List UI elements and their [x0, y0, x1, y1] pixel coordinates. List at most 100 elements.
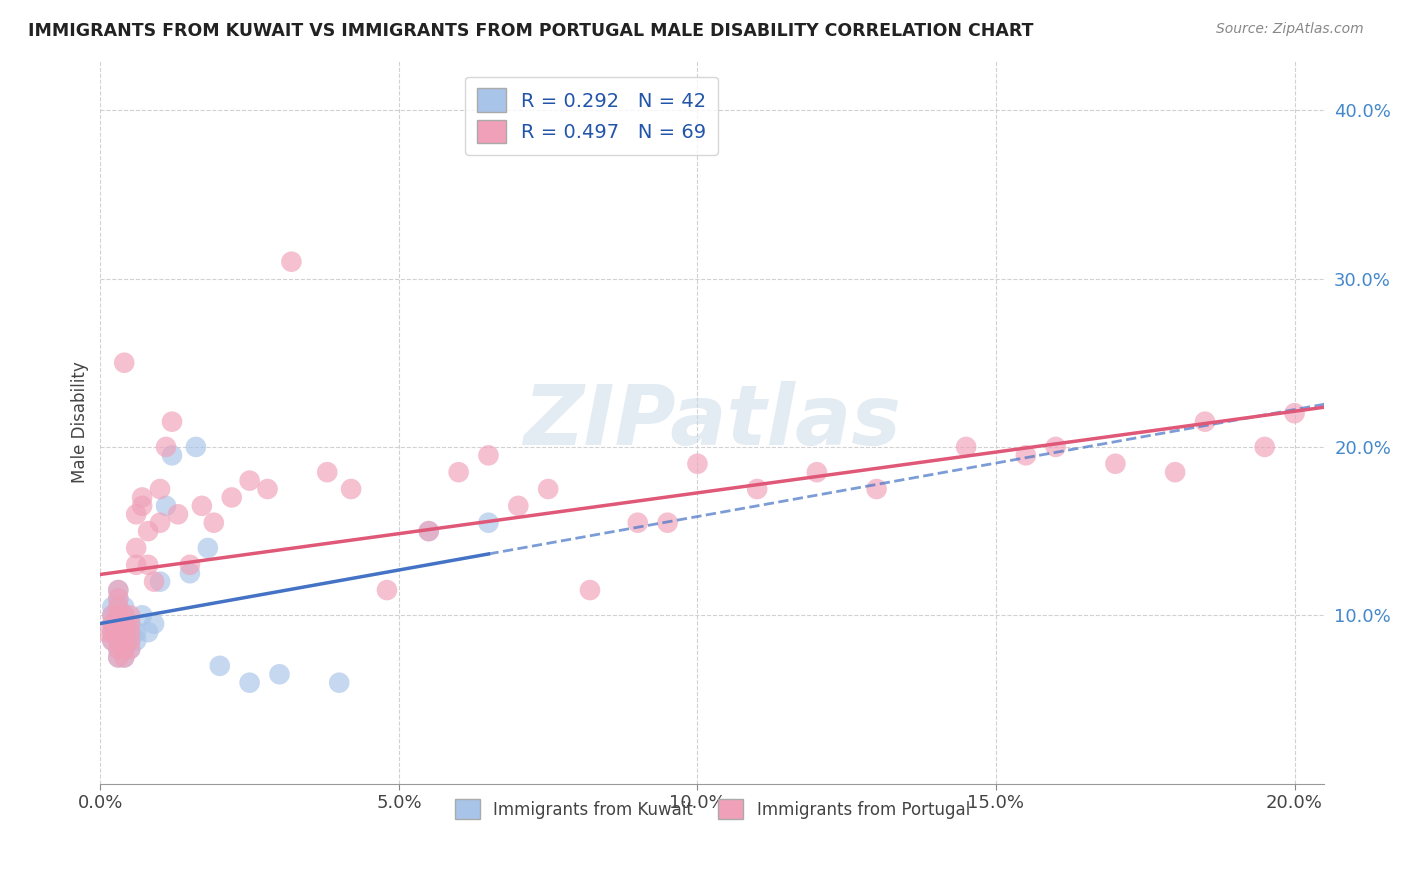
Point [1194, 415, 1216, 429]
Point [418, 524, 440, 538]
Point [101, 608, 124, 623]
Point [269, 667, 291, 681]
Point [508, 499, 530, 513]
Point [120, 633, 142, 648]
Point [328, 675, 350, 690]
Point [143, 574, 166, 589]
Point [136, 558, 159, 572]
Point [112, 650, 135, 665]
Point [107, 633, 129, 648]
Point [155, 440, 177, 454]
Point [101, 625, 124, 640]
Point [239, 675, 262, 690]
Point [101, 633, 124, 648]
Point [806, 465, 828, 479]
Point [112, 616, 135, 631]
Point [112, 625, 135, 640]
Point [101, 608, 124, 623]
Point [112, 608, 135, 623]
Text: ZIPatlas: ZIPatlas [523, 381, 901, 462]
Point [107, 633, 129, 648]
Point [107, 650, 129, 665]
Point [143, 616, 166, 631]
Point [125, 558, 148, 572]
Point [1045, 440, 1067, 454]
Point [112, 642, 135, 657]
Point [120, 616, 142, 631]
Point [112, 633, 135, 648]
Point [107, 591, 129, 606]
Point [477, 448, 499, 462]
Point [191, 499, 214, 513]
Point [149, 516, 172, 530]
Point [149, 482, 172, 496]
Legend: Immigrants from Kuwait, Immigrants from Portugal: Immigrants from Kuwait, Immigrants from … [449, 792, 976, 826]
Point [131, 491, 153, 505]
Point [107, 625, 129, 640]
Point [447, 465, 470, 479]
Point [107, 616, 129, 631]
Point [579, 583, 602, 598]
Point [120, 608, 142, 623]
Point [107, 608, 129, 623]
Point [160, 415, 183, 429]
Point [101, 633, 124, 648]
Point [112, 608, 135, 623]
Point [120, 642, 142, 657]
Point [107, 583, 129, 598]
Point [107, 608, 129, 623]
Point [149, 574, 172, 589]
Point [101, 625, 124, 640]
Point [686, 457, 709, 471]
Point [112, 642, 135, 657]
Point [1284, 406, 1306, 420]
Point [1015, 448, 1038, 462]
Point [197, 541, 219, 555]
Point [120, 625, 142, 640]
Point [107, 642, 129, 657]
Point [627, 516, 650, 530]
Point [280, 254, 302, 268]
Point [208, 658, 231, 673]
Point [112, 356, 135, 370]
Point [112, 633, 135, 648]
Point [112, 650, 135, 665]
Point [418, 524, 440, 538]
Point [107, 625, 129, 640]
Point [131, 499, 153, 513]
Point [112, 599, 135, 614]
Point [112, 616, 135, 631]
Point [316, 465, 339, 479]
Point [107, 591, 129, 606]
Point [101, 616, 124, 631]
Point [107, 642, 129, 657]
Y-axis label: Male Disability: Male Disability [72, 360, 89, 483]
Point [184, 440, 207, 454]
Point [179, 566, 201, 581]
Point [747, 482, 769, 496]
Point [955, 440, 977, 454]
Point [125, 633, 148, 648]
Point [202, 516, 225, 530]
Point [120, 625, 142, 640]
Point [107, 599, 129, 614]
Point [375, 583, 398, 598]
Point [537, 482, 560, 496]
Point [120, 642, 142, 657]
Point [120, 633, 142, 648]
Point [136, 524, 159, 538]
Text: Source: ZipAtlas.com: Source: ZipAtlas.com [1216, 22, 1364, 37]
Point [125, 541, 148, 555]
Point [865, 482, 887, 496]
Point [221, 491, 243, 505]
Point [107, 650, 129, 665]
Point [340, 482, 363, 496]
Point [101, 616, 124, 631]
Point [160, 448, 183, 462]
Point [112, 625, 135, 640]
Point [657, 516, 679, 530]
Point [136, 625, 159, 640]
Point [1253, 440, 1275, 454]
Point [1104, 457, 1126, 471]
Point [107, 599, 129, 614]
